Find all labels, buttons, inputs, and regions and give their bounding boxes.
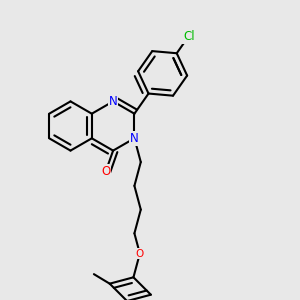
Text: Cl: Cl [183,30,194,43]
Text: O: O [136,248,144,259]
Text: O: O [101,165,110,178]
Text: N: N [109,95,118,108]
Text: N: N [130,132,139,145]
